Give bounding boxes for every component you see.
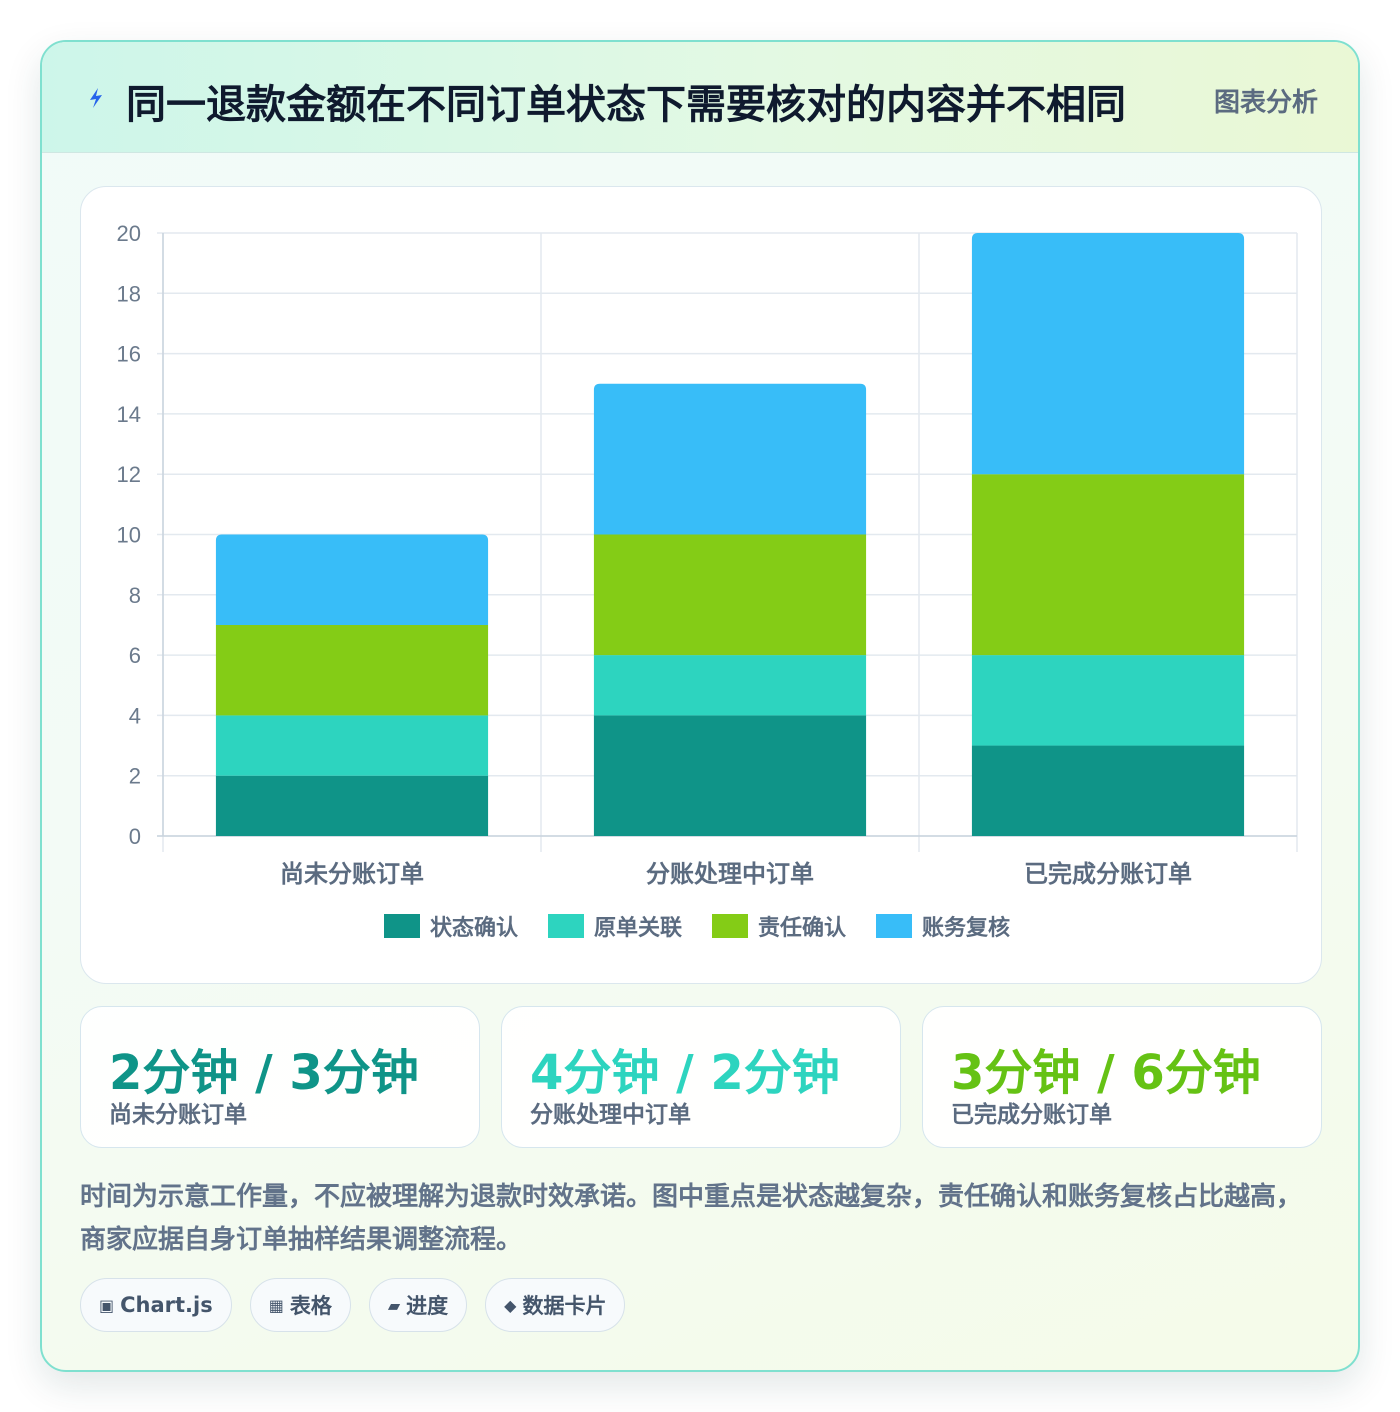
bar-segment bbox=[971, 745, 1245, 836]
y-tick-label: 8 bbox=[129, 583, 141, 608]
bar-segment bbox=[971, 474, 1245, 656]
chip-label: 数据卡片 bbox=[522, 1294, 607, 1318]
legend-swatch bbox=[712, 914, 748, 938]
chip-chartjs[interactable]: ▣ Chart.js bbox=[80, 1278, 232, 1332]
stat-label: 尚未分账订单 bbox=[109, 1102, 247, 1128]
tag-list: ▣ Chart.js ▦ 表格 ▰ 进度 ◆ 数据卡片 bbox=[80, 1278, 626, 1334]
legend-swatch bbox=[876, 914, 912, 938]
lightning-icon bbox=[90, 88, 102, 108]
chip-table[interactable]: ▦ 表格 bbox=[249, 1278, 351, 1332]
data-card-icon: ◆ bbox=[504, 1295, 517, 1315]
legend-label: 原单关联 bbox=[594, 916, 682, 941]
bar-segment bbox=[593, 655, 867, 716]
x-tick-label: 尚未分账订单 bbox=[280, 860, 424, 888]
legend-swatch bbox=[548, 914, 584, 938]
stat-card-unsettled: 2分钟 / 3分钟 尚未分账订单 bbox=[80, 1006, 480, 1148]
bar-segment bbox=[971, 655, 1245, 746]
bar-segment bbox=[215, 715, 489, 776]
chip-label: 进度 bbox=[406, 1294, 449, 1318]
stat-label: 分账处理中订单 bbox=[530, 1102, 691, 1128]
chip-data-card[interactable]: ◆ 数据卡片 bbox=[485, 1278, 626, 1332]
bar-segment bbox=[593, 534, 867, 656]
stacked-bar-chart: 0 2 4 6 8 10 12 14 16 18 20 尚未分账订单 分账处理中订单 已完成分账订单状态确… bbox=[117, 221, 1298, 941]
y-tick-label: 16 bbox=[117, 342, 141, 367]
bar-segment bbox=[593, 715, 867, 836]
bar-segment bbox=[215, 534, 489, 625]
chip-label: Chart.js bbox=[120, 1293, 213, 1317]
bar-segment bbox=[215, 624, 489, 716]
legend-swatch bbox=[384, 914, 420, 938]
progress-icon: ▰ bbox=[387, 1295, 401, 1315]
chart-panel: 0 2 4 6 8 10 12 14 16 18 20 尚未分账订单 分账处理中订单 已完成分账订单状态确… bbox=[80, 186, 1322, 984]
y-tick-label: 4 bbox=[129, 703, 141, 728]
page-title: 同一退款金额在不同订单状态下需要核对的内容并不相同 bbox=[126, 82, 1126, 128]
chart-card: 同一退款金额在不同订单状态下需要核对的内容并不相同 图表分析 0 2 4 6 8 10 12… bbox=[40, 40, 1360, 1372]
y-tick-label: 2 bbox=[129, 764, 141, 789]
stat-label: 已完成分账订单 bbox=[951, 1102, 1112, 1128]
bar-segment bbox=[215, 775, 489, 836]
stat-value: 2分钟 / 3分钟 bbox=[109, 1045, 419, 1101]
chart-icon: ▣ bbox=[99, 1295, 115, 1315]
x-tick-label: 分账处理中订单 bbox=[646, 860, 814, 888]
stat-value: 4分钟 / 2分钟 bbox=[530, 1045, 840, 1101]
y-tick-label: 0 bbox=[129, 824, 141, 849]
chip-progress[interactable]: ▰ 进度 bbox=[368, 1278, 468, 1332]
legend-label: 责任确认 bbox=[758, 915, 846, 941]
card-header: 同一退款金额在不同订单状态下需要核对的内容并不相同 图表分析 bbox=[42, 42, 1358, 153]
stat-card-processing: 4分钟 / 2分钟 分账处理中订单 bbox=[501, 1006, 901, 1148]
stat-card-completed: 3分钟 / 6分钟 已完成分账订单 bbox=[922, 1006, 1322, 1148]
footnote: 时间为示意工作量，不应被理解为退款时效承诺。图中重点是状态越复杂，责任确认和账务… bbox=[80, 1182, 1303, 1255]
y-tick-label: 12 bbox=[117, 462, 141, 487]
legend-label: 状态确认 bbox=[430, 915, 518, 941]
y-tick-label: 10 bbox=[117, 523, 141, 548]
y-tick-label: 18 bbox=[117, 281, 141, 306]
bar-segment bbox=[593, 383, 867, 535]
chart-analysis-badge: 图表分析 bbox=[1213, 88, 1318, 118]
bar-segment bbox=[971, 233, 1245, 475]
y-tick-label: 6 bbox=[129, 643, 141, 668]
y-tick-label: 14 bbox=[117, 402, 141, 427]
x-tick-label: 已完成分账订单 bbox=[1024, 860, 1192, 888]
chip-label: 表格 bbox=[289, 1294, 332, 1318]
stat-value: 3分钟 / 6分钟 bbox=[951, 1045, 1261, 1101]
y-tick-label: 20 bbox=[117, 221, 141, 246]
legend-label: 账务复核 bbox=[922, 915, 1010, 941]
table-icon: ▦ bbox=[268, 1295, 284, 1315]
